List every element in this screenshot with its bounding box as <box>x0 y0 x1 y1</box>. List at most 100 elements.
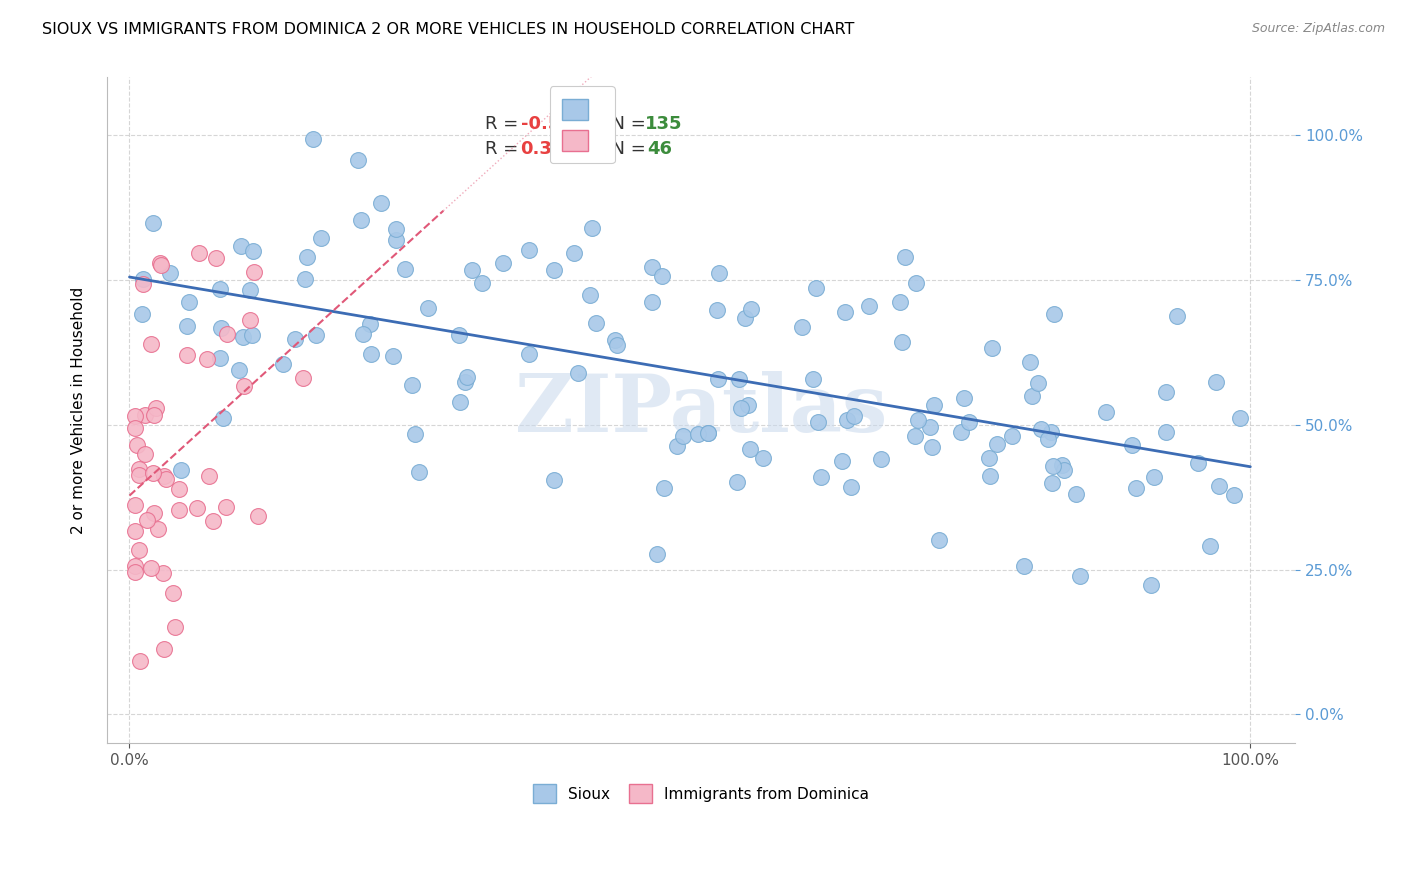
Point <box>197 468 219 483</box>
Point <box>1043 307 1066 321</box>
Point <box>201 514 224 528</box>
Point <box>360 347 382 361</box>
Point <box>211 410 233 425</box>
Point <box>128 654 150 668</box>
Point <box>709 266 731 280</box>
Point <box>543 263 565 277</box>
Point <box>605 333 627 347</box>
Point <box>950 425 973 439</box>
Point <box>924 398 946 412</box>
Point <box>672 429 695 443</box>
Point <box>152 642 174 657</box>
Point <box>697 426 720 441</box>
Point <box>145 401 167 415</box>
Point <box>1208 478 1230 492</box>
Point <box>870 451 893 466</box>
Point <box>492 256 515 270</box>
Point <box>165 620 187 634</box>
Point <box>979 450 1001 465</box>
Point <box>209 320 232 334</box>
Point <box>134 447 156 461</box>
Point <box>128 543 150 558</box>
Point <box>214 500 236 514</box>
Point <box>1012 558 1035 573</box>
Point <box>1069 569 1091 583</box>
Point <box>1229 410 1251 425</box>
Point <box>907 413 929 427</box>
Point <box>641 260 664 274</box>
Point <box>309 231 332 245</box>
Point <box>170 463 193 477</box>
Point <box>725 475 748 489</box>
Point <box>1040 476 1063 491</box>
Point <box>301 132 323 146</box>
Point <box>1198 539 1220 553</box>
Point <box>176 318 198 333</box>
Point <box>790 319 813 334</box>
Point <box>385 222 408 236</box>
Text: ZIPatlas: ZIPatlas <box>515 371 887 450</box>
Point <box>215 327 238 342</box>
Point <box>894 250 917 264</box>
Text: 0.374: 0.374 <box>520 140 578 158</box>
Point <box>141 337 163 351</box>
Point <box>844 409 866 423</box>
Point <box>734 311 756 326</box>
Point <box>232 330 254 344</box>
Point <box>957 415 980 429</box>
Point <box>918 419 941 434</box>
Point <box>740 302 762 317</box>
Point <box>124 420 146 434</box>
Text: 46: 46 <box>648 140 672 158</box>
Point <box>187 246 209 260</box>
Point <box>921 440 943 454</box>
Text: R =: R = <box>485 115 524 133</box>
Point <box>454 375 477 389</box>
Point <box>132 277 155 292</box>
Text: N =: N = <box>600 115 651 133</box>
Point <box>159 266 181 280</box>
Point <box>890 335 912 350</box>
Point <box>952 391 974 405</box>
Point <box>1040 425 1063 439</box>
Point <box>124 559 146 574</box>
Point <box>839 480 862 494</box>
Point <box>195 351 218 366</box>
Point <box>152 468 174 483</box>
Point <box>562 246 585 260</box>
Point <box>404 427 426 442</box>
Point <box>294 271 316 285</box>
Point <box>1121 437 1143 451</box>
Point <box>904 277 927 291</box>
Point <box>229 239 252 253</box>
Point <box>127 438 149 452</box>
Point <box>143 408 166 422</box>
Point <box>737 398 759 412</box>
Point <box>162 586 184 600</box>
Point <box>128 467 150 482</box>
Point <box>1154 385 1177 400</box>
Text: N =: N = <box>600 140 651 158</box>
Point <box>1050 458 1073 472</box>
Point <box>382 349 405 363</box>
Point <box>517 347 540 361</box>
Point <box>461 263 484 277</box>
Point <box>228 363 250 377</box>
Point <box>142 466 165 480</box>
Point <box>284 332 307 346</box>
Point <box>585 316 607 330</box>
Point <box>239 283 262 297</box>
Point <box>456 370 478 384</box>
Point <box>979 468 1001 483</box>
Point <box>131 271 153 285</box>
Point <box>806 281 828 295</box>
Point <box>176 348 198 362</box>
Point <box>1125 482 1147 496</box>
Point <box>243 265 266 279</box>
Point <box>728 371 751 385</box>
Point <box>292 371 315 385</box>
Point <box>346 153 368 167</box>
Point <box>350 213 373 227</box>
Point <box>124 565 146 579</box>
Point <box>240 328 263 343</box>
